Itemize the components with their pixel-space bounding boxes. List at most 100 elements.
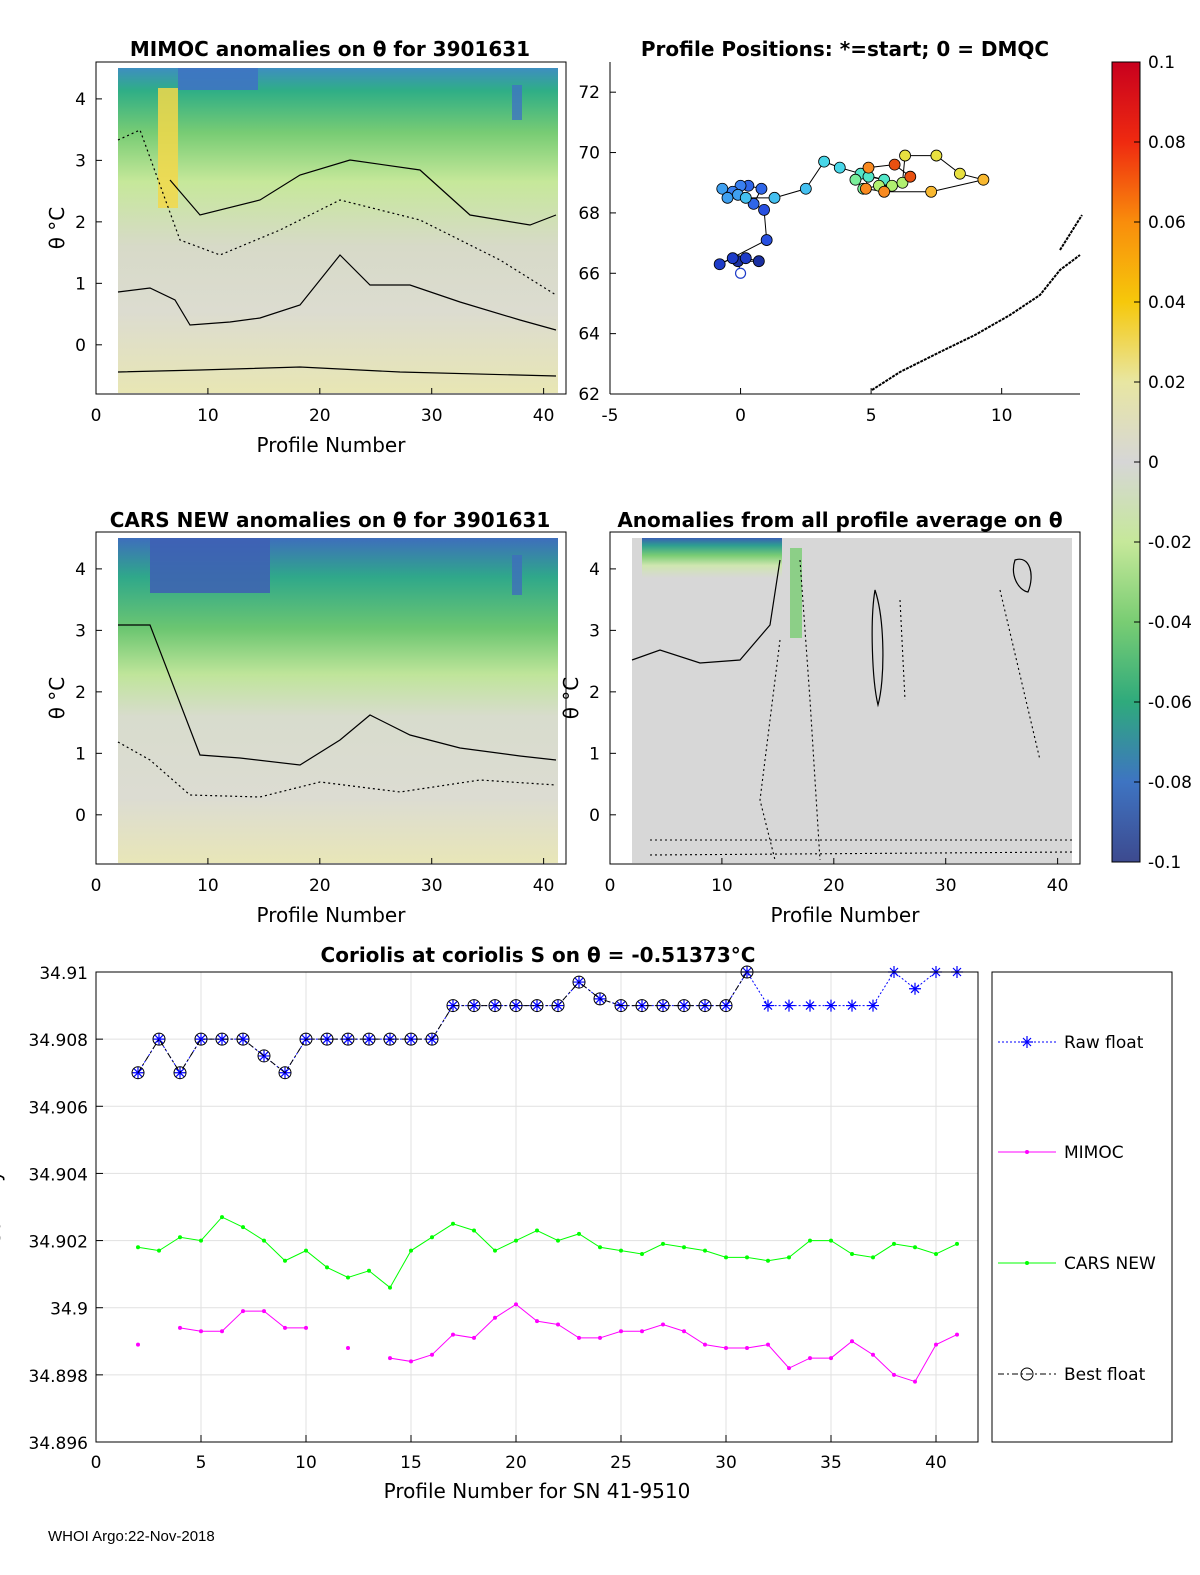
y-tick-label: 1 (589, 744, 600, 764)
position-marker (768, 191, 781, 204)
y-tick-label: 4 (589, 560, 600, 580)
y-tick-label: 1 (75, 744, 86, 764)
mimoc-point (682, 1329, 686, 1334)
cars-point (955, 1241, 959, 1246)
mimoc-point (514, 1302, 518, 1307)
position-marker (818, 155, 831, 168)
cars-point (913, 1245, 917, 1250)
cars-point (157, 1248, 161, 1253)
mimoc-point (808, 1356, 812, 1361)
cars-point (451, 1221, 455, 1226)
mimoc-point (871, 1352, 875, 1357)
mimoc-heatmap-fill (118, 68, 558, 393)
position-marker (977, 173, 990, 186)
x-tick-label: 5 (866, 406, 877, 426)
cars-point (325, 1265, 329, 1270)
x-tick-label: 20 (823, 876, 845, 896)
position-marker (721, 191, 734, 204)
best-float-point (362, 1032, 376, 1046)
x-tick-label: 0 (91, 876, 102, 896)
x-tick-label: 25 (610, 1453, 632, 1473)
best-float-point (614, 999, 628, 1013)
y-tick-label: 62 (578, 385, 600, 405)
cars-point (829, 1238, 833, 1243)
average-contour-3 (1012, 558, 1032, 593)
x-tick-label: 40 (533, 876, 555, 896)
panel-salinity: Coriolis at coriolis S on θ = -0.51373°C… (0, 943, 1173, 1503)
title-salinity: Coriolis at coriolis S on θ = -0.51373°C (321, 943, 756, 967)
cars-point (178, 1235, 182, 1240)
y-tick-label: 2 (589, 683, 600, 703)
cars-point (556, 1238, 560, 1243)
x-tick-label: 20 (505, 1453, 527, 1473)
y-tick-label: 34.91 (39, 964, 88, 984)
start-marker (734, 267, 747, 279)
cars-point (514, 1238, 518, 1243)
y-axis-label: θ °C (45, 677, 69, 720)
y-tick-label: 34.902 (29, 1233, 88, 1253)
best-float-point (236, 1032, 250, 1046)
best-float-point (215, 1032, 229, 1046)
title-positions: Profile Positions: *=start; 0 = DMQC (641, 37, 1049, 61)
mimoc-point (199, 1329, 203, 1334)
average-anomaly-band (642, 538, 782, 663)
x-tick-label: 10 (991, 406, 1013, 426)
x-tick-label: 30 (935, 876, 957, 896)
mimoc-point (598, 1335, 602, 1340)
raw-float-point (510, 999, 522, 1012)
mimoc-point (955, 1332, 959, 1337)
cars-point (640, 1252, 644, 1256)
raw-float-point (237, 1033, 249, 1046)
plot-frame (95, 971, 979, 1443)
x-tick-label: 10 (711, 876, 733, 896)
best-float-line (137, 971, 748, 1074)
panel-positions: Profile Positions: *=start; 0 = DMQC -5 0… (578, 37, 1192, 873)
cars-point (535, 1228, 539, 1233)
raw-float-point (762, 999, 774, 1012)
cars-point (745, 1255, 749, 1260)
y-tick-label: 34.908 (29, 1031, 88, 1051)
cars-point (493, 1248, 497, 1253)
mimoc-point (787, 1366, 791, 1371)
cars-point (199, 1238, 203, 1243)
best-float-point (677, 999, 691, 1013)
y-tick-label: 1 (75, 274, 86, 294)
position-marker (752, 255, 765, 268)
y-tick-label: 2 (75, 683, 86, 703)
mimoc-point (892, 1372, 896, 1377)
x-tick-label: 0 (91, 1453, 102, 1473)
cars-point (598, 1245, 602, 1250)
mimoc-point (346, 1346, 350, 1350)
best-float-point (320, 1032, 334, 1046)
mimoc-point (493, 1315, 497, 1320)
mimoc-point (430, 1352, 434, 1357)
x-tick-label: 10 (295, 1453, 317, 1473)
mimoc-point (745, 1346, 749, 1350)
colorbar-tick-label: -0.08 (1148, 773, 1192, 793)
y-tick-label: 4 (75, 90, 86, 110)
position-marker (930, 149, 943, 162)
colorbar-tick-label: 0 (1148, 453, 1159, 473)
position-marker (862, 161, 875, 174)
x-tick-label: 20 (309, 876, 331, 896)
mimoc-point (136, 1342, 140, 1347)
colorbar-tick-label: -0.04 (1148, 613, 1192, 633)
best-float-point (488, 999, 502, 1013)
best-float-point (383, 1032, 397, 1046)
raw-float-point (783, 999, 795, 1012)
cars-point (136, 1245, 140, 1250)
best-float-point (635, 999, 649, 1013)
x-axis-label: Profile Number (257, 903, 407, 927)
footer-text: WHOI Argo:22-Nov-2018 (48, 1528, 215, 1545)
colorbar-tick-label: -0.06 (1148, 693, 1192, 713)
average-contour-2 (871, 589, 884, 708)
position-marker (747, 197, 760, 210)
legend-marker (1025, 1150, 1029, 1154)
raw-float-point (489, 999, 501, 1012)
best-float-point (173, 1066, 187, 1080)
best-float-point (719, 999, 733, 1013)
mimoc-point (451, 1332, 455, 1337)
raw-float-point (153, 1033, 165, 1046)
raw-float-point (867, 999, 879, 1012)
best-float-point (530, 999, 544, 1013)
